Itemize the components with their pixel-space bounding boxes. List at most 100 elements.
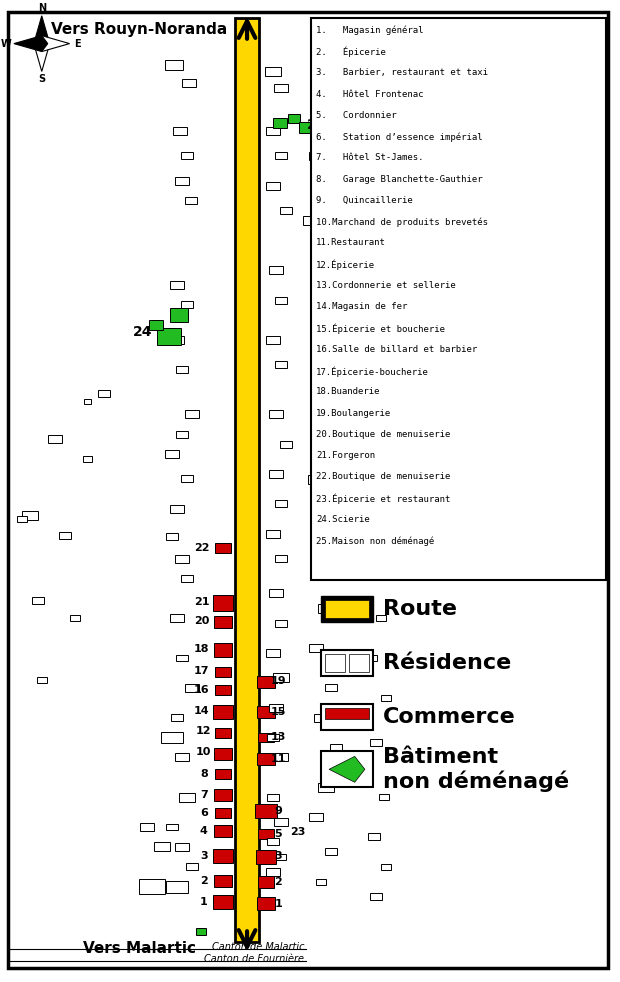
Text: 9: 9 [275,806,282,816]
Text: 18.Buanderie: 18.Buanderie [316,387,381,397]
Text: 15.Épicerie et boucherie: 15.Épicerie et boucherie [316,323,445,334]
Bar [267,529,280,538]
Text: 11.Restaurant: 11.Restaurant [316,239,386,247]
Bar [273,674,290,682]
Text: 11: 11 [270,754,286,764]
Bar [325,183,337,190]
Bar [22,512,38,520]
Text: 3: 3 [200,850,208,861]
Bar [257,753,275,765]
Text: 6: 6 [200,808,208,818]
Bar [270,589,283,597]
Polygon shape [14,35,48,51]
Text: 15: 15 [271,707,286,717]
Text: 19: 19 [270,676,286,685]
Text: 25: 25 [306,118,326,133]
Bar [257,676,275,687]
Bar [176,655,188,662]
Bar [165,450,179,459]
Text: 14: 14 [194,706,210,716]
Bar [185,683,199,691]
Bar [309,152,323,160]
Bar [37,677,46,682]
Bar [309,813,323,821]
Text: Vers Malartic: Vers Malartic [82,941,196,956]
Text: 2: 2 [200,876,208,886]
Text: 5.   Cordonnier: 5. Cordonnier [316,111,397,120]
Bar [182,80,196,87]
Text: 24: 24 [133,325,152,339]
Bar [288,114,300,123]
Text: 24.Scierie: 24.Scierie [316,515,370,524]
Bar [170,308,188,322]
Bar [321,650,373,676]
Bar [329,386,343,394]
Bar [48,435,61,443]
Bar [149,320,163,330]
Bar [275,152,287,159]
Bar [215,769,231,780]
Bar [170,614,184,623]
Bar [259,876,275,888]
Bar [213,595,232,611]
Bar [275,620,287,627]
Bar [275,555,287,562]
Text: 4.   Hôtel Frontenac: 4. Hôtel Frontenac [316,89,423,98]
Bar [161,732,183,743]
Text: 19.Boulangerie: 19.Boulangerie [316,409,391,417]
Text: 12: 12 [196,726,211,736]
Text: 8.   Garage Blanchette-Gauthier: 8. Garage Blanchette-Gauthier [316,175,483,184]
Text: E: E [74,38,81,48]
Text: 23: 23 [291,827,306,837]
Bar [318,783,334,791]
Text: 10.Marchand de produits brevetés: 10.Marchand de produits brevetés [316,217,488,227]
Bar [270,704,283,712]
Text: 14.Magasin de fer: 14.Magasin de fer [316,302,407,311]
Bar [325,708,369,719]
Bar [319,276,333,284]
Bar [277,853,286,860]
Bar [69,616,79,622]
Text: 4: 4 [200,826,208,836]
Text: Vers Rouyn-Noranda: Vers Rouyn-Noranda [51,22,228,36]
Bar [59,532,71,539]
Bar [166,881,188,893]
Polygon shape [34,37,50,72]
Text: 18: 18 [194,644,210,654]
Bar [370,475,382,482]
Bar [213,848,232,863]
Text: 23.Épicerie et restaurant: 23.Épicerie et restaurant [316,494,451,504]
Bar [365,655,377,662]
Text: 8: 8 [200,769,208,780]
Bar [170,281,184,289]
Bar [270,410,283,418]
Bar [17,516,27,521]
Bar [255,804,277,818]
Text: 3: 3 [275,850,282,861]
Text: 1: 1 [275,899,282,908]
Text: 12.Épicerie: 12.Épicerie [316,259,375,270]
Text: 2.   Épicerie: 2. Épicerie [316,47,386,58]
Bar [139,879,165,894]
Text: 25.Maison non déménagé: 25.Maison non déménagé [316,536,435,546]
Bar [214,875,232,887]
Text: 22: 22 [194,543,210,553]
Bar [273,118,287,128]
Bar [381,695,391,701]
Bar [324,505,338,513]
Bar [214,617,232,628]
Bar [215,808,231,818]
Bar [157,328,181,346]
Text: 1.   Magasin général: 1. Magasin général [316,26,423,35]
Text: 10: 10 [196,747,211,757]
Bar [381,516,391,521]
Bar [275,361,287,368]
Bar [376,616,386,622]
Bar [267,839,280,846]
Bar [270,470,283,478]
Bar [320,431,332,438]
Bar [267,127,280,136]
Bar [275,84,288,92]
Bar [175,753,189,761]
Bar [213,895,232,908]
